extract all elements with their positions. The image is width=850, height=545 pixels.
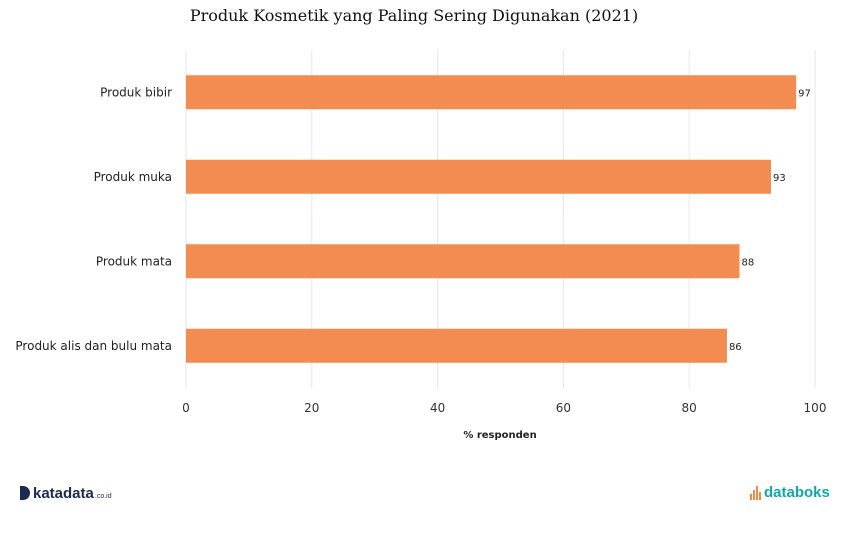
bar — [186, 328, 727, 363]
x-tick-label: 0 — [182, 401, 190, 415]
x-tick-label: 40 — [430, 401, 445, 415]
katadata-mark-icon — [20, 486, 30, 500]
bars — [186, 75, 797, 363]
category-labels: Produk bibir Produk muka Produk mata Produk… — [15, 85, 172, 353]
bar-value-label: 97 — [798, 88, 811, 99]
katadata-logo-suffix: .co.id — [94, 493, 112, 500]
x-tick-label: 20 — [304, 401, 319, 415]
x-tick-label: 100 — [804, 401, 827, 415]
databoks-bars-icon — [750, 485, 761, 500]
category-label: Produk mata — [96, 254, 172, 268]
category-label: Produk alis dan bulu mata — [15, 339, 172, 353]
x-tick-label: 60 — [556, 401, 571, 415]
databoks-logo-text: databoks — [764, 484, 830, 501]
x-axis-label: % responden — [463, 430, 536, 441]
bar — [186, 159, 771, 194]
category-label: Produk muka — [94, 170, 172, 184]
x-tick-label: 80 — [682, 401, 697, 415]
bar-value-label: 88 — [742, 257, 755, 268]
chart-title: Produk Kosmetik yang Paling Sering Digun… — [189, 6, 639, 25]
katadata-logo-text: katadata — [33, 485, 94, 502]
bar — [186, 244, 740, 279]
katadata-logo: katadata .co.id — [20, 484, 112, 502]
bar-value-label: 86 — [729, 342, 742, 353]
x-tick-labels: 0 20 40 60 80 100 — [182, 401, 826, 415]
databoks-logo: databoks — [750, 484, 830, 501]
bar — [186, 75, 797, 110]
value-labels: 97 93 88 86 — [729, 88, 811, 353]
category-label: Produk bibir — [100, 85, 172, 99]
bar-value-label: 93 — [773, 173, 786, 184]
